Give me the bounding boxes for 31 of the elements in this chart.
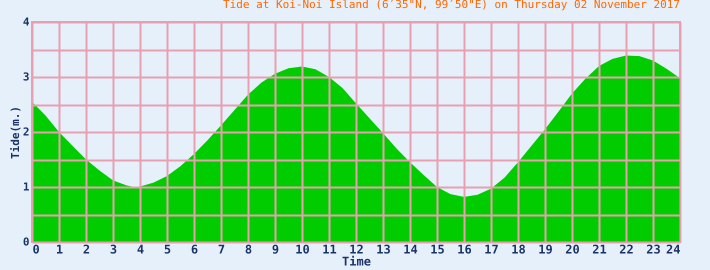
- y-tick-label: 1: [22, 180, 30, 194]
- y-tick-label: 2: [22, 126, 30, 138]
- x-tick-label: 4: [136, 242, 144, 256]
- x-tick-label: 8: [244, 242, 252, 256]
- x-tick-label: 9: [272, 242, 280, 256]
- x-tick-label: 5: [164, 242, 172, 256]
- x-tick-label: 7: [218, 242, 226, 256]
- y-tick-label: 4: [22, 16, 30, 28]
- x-tick-label: 6: [190, 242, 198, 256]
- x-axis-title: Time: [342, 254, 371, 268]
- x-tick-label: 12: [349, 242, 364, 256]
- x-tick-label: 10: [295, 242, 310, 256]
- x-tick-label: 11: [322, 242, 337, 256]
- x-tick-label: 3: [110, 242, 118, 256]
- x-tick-label: 20: [565, 242, 580, 256]
- y-tick-label: 3: [22, 70, 30, 84]
- x-tick-label: 16: [457, 242, 472, 256]
- x-tick-label: 1: [56, 242, 64, 256]
- x-tick-label: 23: [646, 242, 661, 256]
- x-tick-label: 13: [376, 242, 391, 256]
- y-axis-title: Tide(m.): [8, 106, 22, 159]
- x-tick-label: 19: [538, 242, 553, 256]
- x-tick-label: 17: [484, 242, 499, 256]
- x-tick-label: 18: [511, 242, 526, 256]
- x-tick-label: 22: [619, 242, 634, 256]
- x-tick-label: 0: [32, 242, 40, 256]
- x-tick-label: 14: [403, 242, 418, 256]
- x-tick-label: 15: [430, 242, 445, 256]
- x-tick-label: 2: [82, 242, 90, 256]
- x-tick-label: 24: [666, 242, 680, 256]
- x-tick-label: 21: [592, 242, 607, 256]
